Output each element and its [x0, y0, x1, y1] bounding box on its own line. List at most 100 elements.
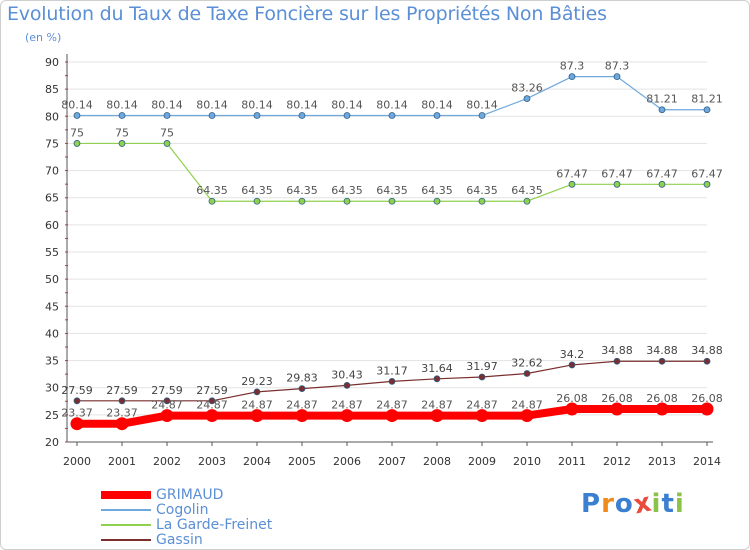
legend-item: Cogolin [101, 502, 272, 517]
data-point-la-garde-freinet [118, 140, 126, 147]
y-axis-unit-label: (en %) [25, 31, 62, 44]
legend-swatch [101, 538, 151, 541]
data-label-gassin: 34.88 [691, 344, 723, 357]
data-point-gassin [523, 370, 531, 377]
data-label-la-garde-freinet: 64.35 [511, 184, 543, 197]
data-label-gassin: 27.59 [106, 384, 138, 397]
data-label-grimaud: 24.87 [196, 399, 228, 412]
legend-label: Gassin [156, 531, 203, 548]
data-label-grimaud: 26.08 [646, 392, 678, 405]
data-point-gassin [298, 385, 306, 393]
data-label-la-garde-freinet: 67.47 [601, 167, 633, 180]
data-point-la-garde-freinet [703, 180, 711, 188]
legend-item: La Garde-Freinet [101, 517, 272, 532]
data-label-gassin: 34.88 [646, 344, 678, 357]
data-point-la-garde-freinet [523, 197, 531, 205]
data-label-gassin: 32.62 [511, 356, 543, 369]
y-tick-label: 90 [45, 56, 59, 69]
data-label-la-garde-freinet: 67.47 [691, 167, 723, 180]
data-label-cogolin: 81.21 [646, 93, 678, 106]
data-label-la-garde-freinet: 64.35 [286, 184, 318, 197]
legend-swatch [101, 523, 151, 526]
x-tick-label: 2011 [558, 455, 586, 468]
x-tick-label: 2003 [198, 455, 226, 468]
data-label-cogolin: 80.14 [61, 99, 93, 112]
data-point-la-garde-freinet [478, 197, 486, 205]
y-tick-label: 50 [45, 273, 59, 286]
data-label-gassin: 29.83 [286, 372, 318, 385]
y-tick-label: 30 [45, 382, 59, 395]
data-point-cogolin [208, 112, 216, 119]
data-point-cogolin [478, 112, 486, 119]
data-label-cogolin: 80.14 [466, 99, 498, 112]
data-label-grimaud: 24.87 [286, 399, 318, 412]
y-tick-label: 40 [45, 327, 59, 340]
y-tick-label: 20 [45, 436, 59, 449]
data-label-cogolin: 87.3 [605, 60, 630, 73]
x-tick-label: 2008 [423, 455, 451, 468]
data-point-la-garde-freinet [568, 180, 576, 188]
data-label-gassin: 34.88 [601, 344, 633, 357]
x-tick-label: 2006 [333, 455, 361, 468]
data-point-grimaud [700, 402, 714, 416]
data-point-grimaud [205, 409, 219, 423]
data-point-grimaud [340, 409, 354, 423]
y-tick-label: 60 [45, 219, 59, 232]
data-point-grimaud [385, 409, 399, 423]
y-tick-label: 70 [45, 165, 59, 178]
data-label-cogolin: 87.3 [560, 60, 585, 73]
x-tick-label: 2007 [378, 455, 406, 468]
data-point-la-garde-freinet [343, 197, 351, 205]
data-label-grimaud: 24.87 [241, 399, 273, 412]
data-label-gassin: 29.23 [241, 375, 273, 388]
data-label-grimaud: 24.87 [421, 399, 453, 412]
x-tick-label: 2009 [468, 455, 496, 468]
y-tick-label: 65 [45, 192, 59, 205]
data-point-gassin [703, 357, 711, 365]
data-point-gassin [388, 377, 396, 385]
data-point-grimaud [160, 409, 174, 423]
data-label-la-garde-freinet: 67.47 [556, 167, 588, 180]
data-label-grimaud: 24.87 [376, 399, 408, 412]
data-label-cogolin: 80.14 [241, 99, 273, 112]
data-point-cogolin [433, 112, 441, 119]
data-point-gassin [568, 361, 576, 369]
data-point-la-garde-freinet [388, 197, 396, 205]
y-tick-label: 45 [45, 300, 59, 313]
x-tick-label: 2014 [693, 455, 721, 468]
x-tick-label: 2010 [513, 455, 541, 468]
data-label-cogolin: 80.14 [286, 99, 318, 112]
data-label-la-garde-freinet: 64.35 [196, 184, 228, 197]
data-label-grimaud: 24.87 [511, 399, 543, 412]
data-point-gassin [613, 357, 621, 365]
data-label-cogolin: 80.14 [421, 99, 453, 112]
legend-label: La Garde-Freinet [156, 516, 273, 533]
legend-label: GRIMAUD [156, 486, 224, 503]
data-label-gassin: 31.64 [421, 362, 453, 375]
data-label-grimaud: 26.08 [691, 392, 723, 405]
data-point-la-garde-freinet [253, 197, 261, 205]
legend-item: Gassin [101, 532, 272, 547]
data-label-gassin: 27.59 [196, 384, 228, 397]
data-point-la-garde-freinet [433, 197, 441, 205]
data-label-gassin: 34.2 [560, 348, 585, 361]
data-label-gassin: 27.59 [151, 384, 183, 397]
data-point-cogolin [658, 106, 666, 114]
data-label-la-garde-freinet: 64.35 [421, 184, 453, 197]
data-label-la-garde-freinet: 75 [70, 126, 84, 139]
y-tick-label: 75 [45, 137, 59, 150]
data-point-la-garde-freinet [208, 197, 216, 205]
data-label-gassin: 31.17 [376, 364, 408, 377]
data-label-cogolin: 80.14 [196, 99, 228, 112]
chart-title: Evolution du Taux de Taxe Foncière sur l… [7, 3, 607, 25]
data-point-gassin [163, 397, 171, 405]
data-point-grimaud [295, 409, 309, 423]
data-point-grimaud [115, 417, 129, 431]
data-point-grimaud [475, 409, 489, 423]
legend-label: Cogolin [156, 501, 209, 518]
data-point-grimaud [565, 402, 579, 416]
data-label-grimaud: 26.08 [556, 392, 588, 405]
data-point-cogolin [298, 112, 306, 119]
